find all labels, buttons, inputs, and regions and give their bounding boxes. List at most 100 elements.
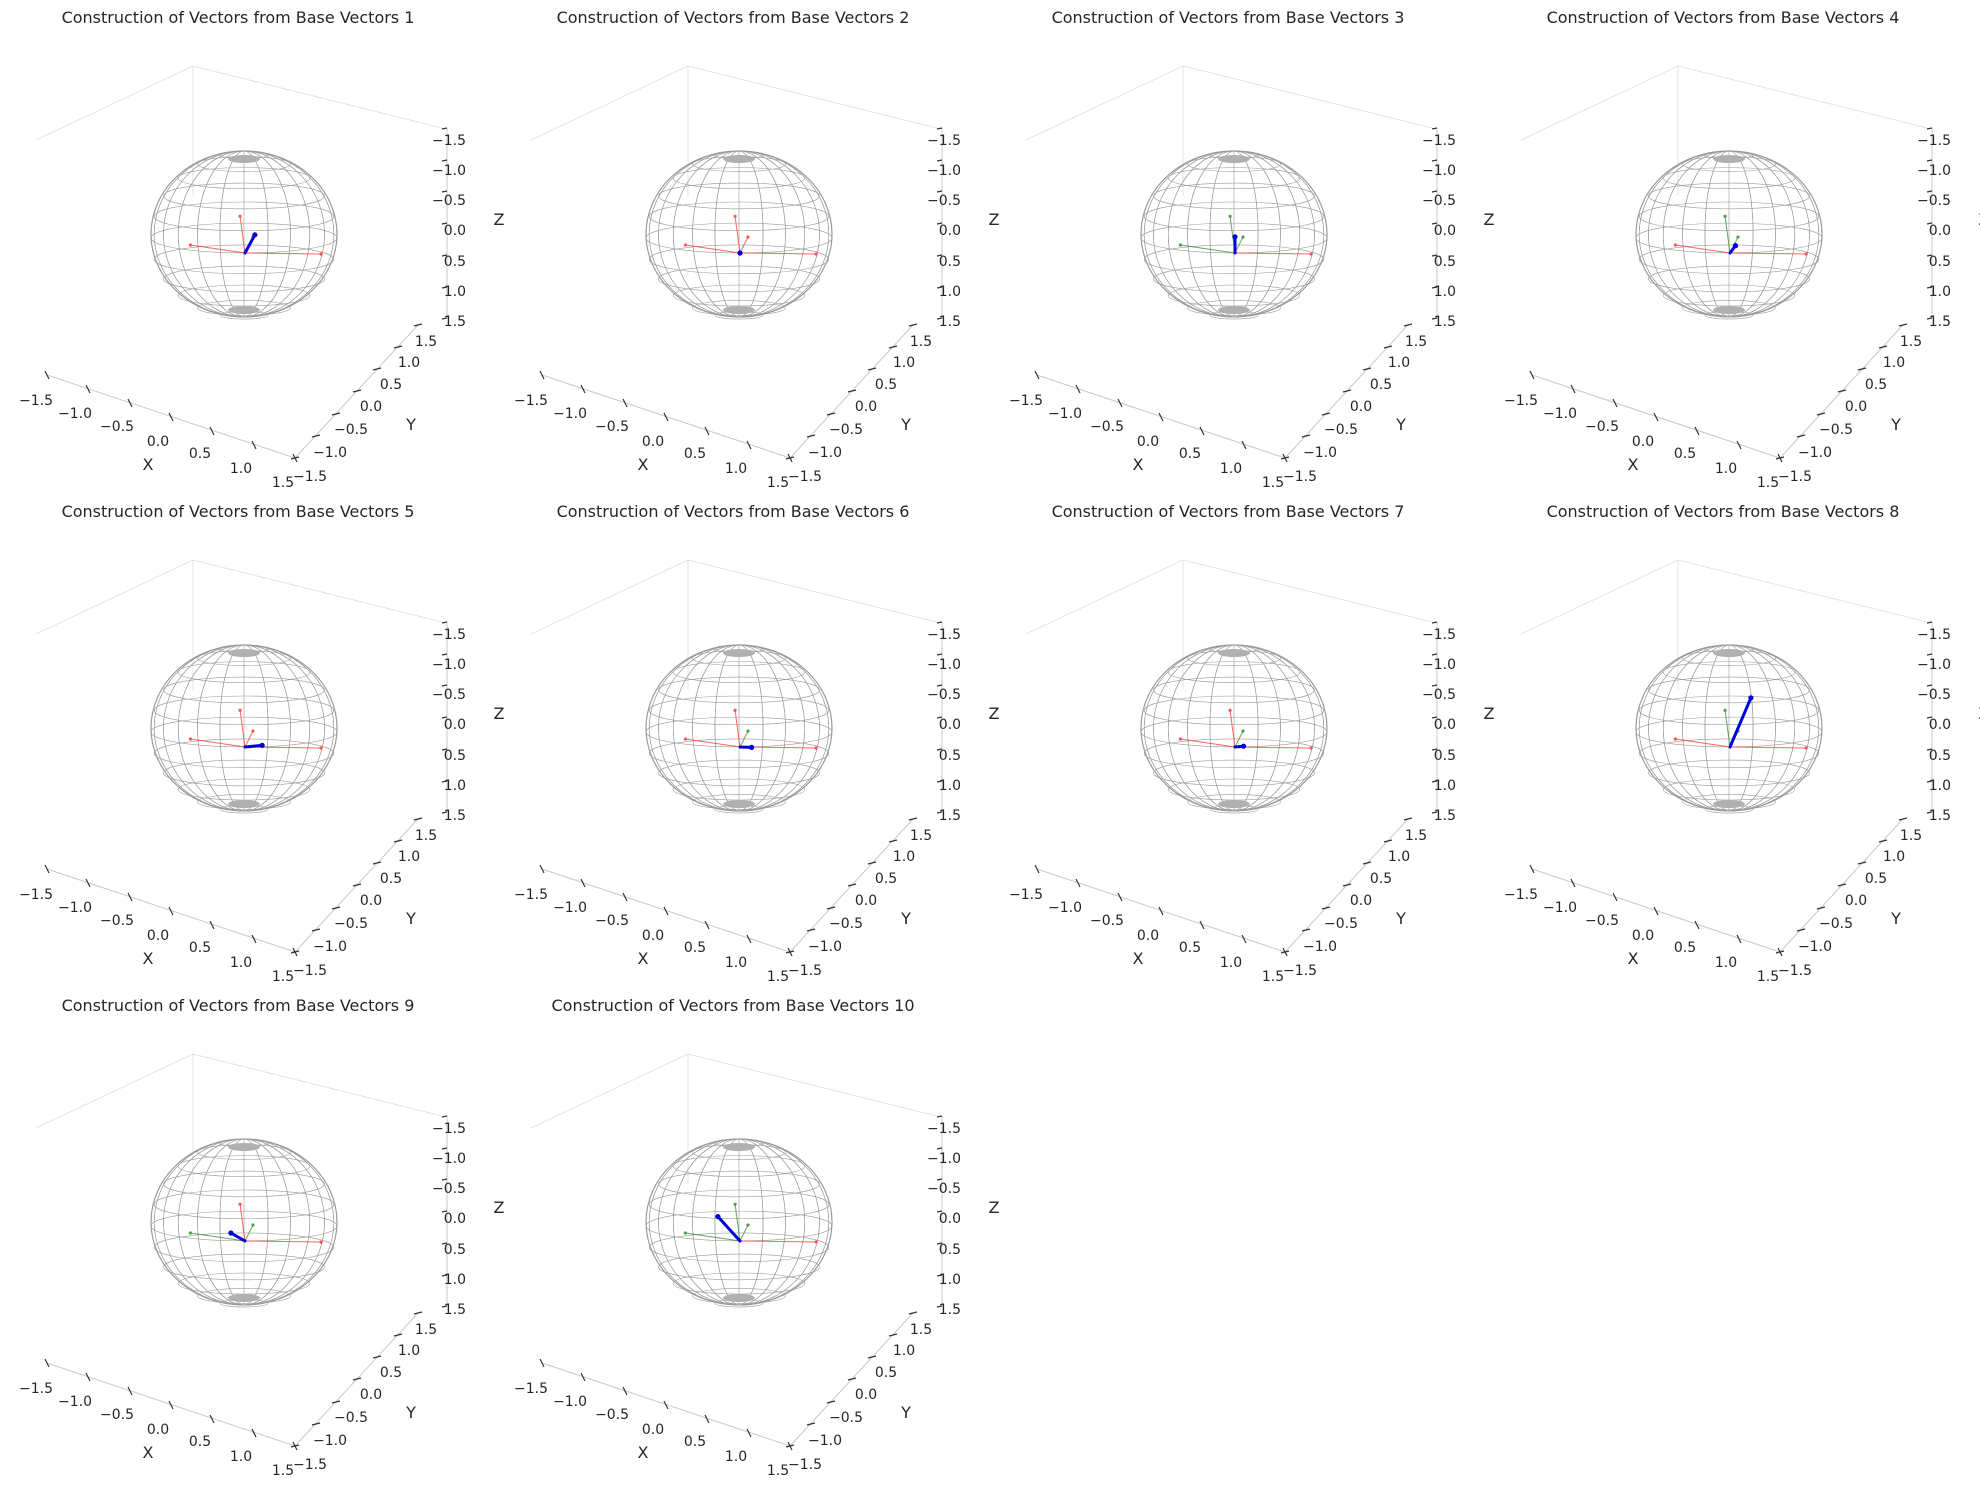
x-tick-label: 0.5 xyxy=(189,1434,211,1450)
x-tick-label: 1.5 xyxy=(1262,475,1284,491)
y-tick-mark xyxy=(1898,323,1908,327)
x-tick-label: −0.5 xyxy=(1585,419,1619,435)
y-tick-mark xyxy=(888,839,898,843)
z-tick-label: 1.5 xyxy=(1434,314,1456,330)
y-tick-label: 0.5 xyxy=(1370,377,1392,393)
x-tick-label: 1.5 xyxy=(272,1463,294,1479)
y-tick-label: −1.5 xyxy=(1283,963,1317,979)
base-vector-line xyxy=(190,1232,246,1242)
y-tick-label: 1.5 xyxy=(1405,828,1427,844)
x-tick-mark xyxy=(168,412,174,422)
z-tick-mark xyxy=(1926,684,1933,687)
y-tick-label: 1.5 xyxy=(910,828,932,844)
x-tick-label: 1.5 xyxy=(1757,475,1779,491)
base-vector-line xyxy=(239,710,246,748)
y-tick-label: 1.5 xyxy=(1900,334,1922,350)
x-tick-mark xyxy=(663,906,669,916)
y-tick-label: 0.5 xyxy=(1865,871,1887,887)
z-tick-mark xyxy=(1431,127,1438,130)
x-tick-label: 0.5 xyxy=(1674,940,1696,956)
z-tick-label: −1.0 xyxy=(432,163,466,179)
z-tick-mark xyxy=(936,286,943,289)
x-tick-label: −0.5 xyxy=(100,1407,134,1423)
y-tick-mark xyxy=(785,950,795,954)
y-tick-label: 1.5 xyxy=(910,334,932,350)
x-tick-mark xyxy=(209,920,215,930)
base-vector-tip xyxy=(814,252,818,256)
y-tick-label: 1.0 xyxy=(1388,355,1410,371)
base-vector-line xyxy=(1234,730,1244,748)
z-tick-mark xyxy=(936,159,943,162)
z-tick-mark xyxy=(936,811,943,814)
base-vector-tip xyxy=(1673,737,1677,741)
x-tick-label: −1.0 xyxy=(58,1394,92,1410)
z-tick-label: 0.0 xyxy=(1929,223,1951,239)
pane-edge xyxy=(1182,559,1433,623)
sphere-parallel xyxy=(658,676,820,704)
z-axis-label: Z xyxy=(1979,704,1980,723)
x-tick-mark xyxy=(1570,878,1576,888)
z-tick-label: −1.0 xyxy=(432,1151,466,1167)
pane-edge xyxy=(192,559,443,623)
y-tick-mark xyxy=(1837,389,1847,393)
x-tick-label: −1.0 xyxy=(1543,900,1577,916)
y-tick-mark xyxy=(1857,861,1867,865)
x-tick-mark xyxy=(1241,934,1247,944)
z-tick-label: 0.0 xyxy=(444,223,466,239)
x-tick-label: 0.5 xyxy=(1179,446,1201,462)
x-tick-mark xyxy=(1653,412,1659,422)
wireframe-sphere xyxy=(1140,644,1328,814)
pane-edge xyxy=(192,1053,443,1117)
y-tick-mark xyxy=(290,1444,300,1448)
x-tick-label: 1.0 xyxy=(1220,461,1242,477)
base-vector-line xyxy=(244,252,322,255)
z-tick-mark xyxy=(1431,811,1438,814)
x-tick-label: 0.5 xyxy=(684,446,706,462)
chart-svg: Construction of Vectors from Base Vector… xyxy=(1504,8,1980,491)
constructed-vector-tip xyxy=(252,232,258,238)
sphere-parallel xyxy=(1638,695,1820,726)
z-tick-label: 0.5 xyxy=(444,254,466,270)
sphere-pole xyxy=(228,1143,260,1151)
y-tick-mark xyxy=(1321,412,1331,416)
y-tick-label: −1.5 xyxy=(788,963,822,979)
base-vector-tip xyxy=(1804,252,1808,256)
x-tick-label: −1.5 xyxy=(1504,887,1538,903)
sphere-parallel xyxy=(648,201,830,232)
x-tick-label: 1.0 xyxy=(230,1449,252,1465)
z-tick-mark xyxy=(936,222,943,225)
z-tick-label: 0.5 xyxy=(939,1242,961,1258)
x-tick-label: 1.5 xyxy=(767,475,789,491)
z-tick-mark xyxy=(1926,286,1933,289)
x-tick-mark xyxy=(663,412,669,422)
y-tick-label: 1.0 xyxy=(1883,849,1905,865)
y-axis-label: Y xyxy=(1890,909,1901,928)
y-tick-mark xyxy=(1878,839,1888,843)
x-tick-label: −1.0 xyxy=(1048,406,1082,422)
x-tick-mark xyxy=(1034,864,1040,874)
z-tick-mark xyxy=(1926,159,1933,162)
x-tick-label: −1.0 xyxy=(553,1394,587,1410)
z-tick-label: 1.5 xyxy=(1929,314,1951,330)
x-tick-mark xyxy=(580,878,586,888)
y-tick-label: 0.0 xyxy=(855,893,877,909)
z-tick-mark xyxy=(936,254,943,257)
y-tick-mark xyxy=(1301,434,1311,438)
axes xyxy=(541,128,943,459)
sphere-pole xyxy=(1218,649,1250,657)
axes xyxy=(46,1116,448,1447)
z-tick-label: −0.5 xyxy=(432,1181,466,1197)
y-tick-mark xyxy=(1383,345,1393,349)
z-tick-label: 0.5 xyxy=(939,748,961,764)
y-tick-mark xyxy=(372,1355,382,1359)
z-tick-label: −1.0 xyxy=(927,657,961,673)
z-tick-mark xyxy=(1926,190,1933,193)
x-tick-label: −1.5 xyxy=(19,1381,53,1397)
y-tick-label: 0.5 xyxy=(1865,377,1887,393)
z-tick-label: 1.0 xyxy=(1929,284,1951,300)
x-tick-mark xyxy=(85,878,91,888)
y-tick-label: 1.0 xyxy=(398,1343,420,1359)
z-tick-label: −0.5 xyxy=(1917,687,1951,703)
y-tick-mark xyxy=(372,367,382,371)
z-axis-label: Z xyxy=(989,704,1000,723)
